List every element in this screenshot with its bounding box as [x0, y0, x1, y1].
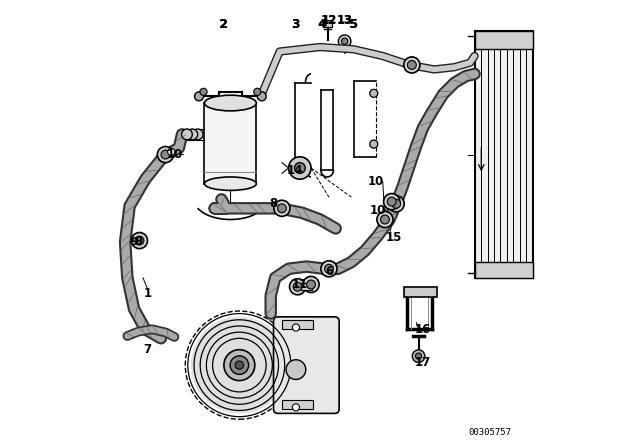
Circle shape [286, 360, 306, 379]
Circle shape [339, 35, 351, 47]
Bar [404, 287, 437, 297]
Text: 4: 4 [318, 18, 326, 31]
Circle shape [324, 264, 333, 273]
Bar [282, 400, 314, 409]
Circle shape [182, 129, 192, 140]
Circle shape [412, 350, 425, 362]
Circle shape [200, 88, 207, 95]
Text: 3: 3 [291, 18, 300, 31]
Text: 12: 12 [321, 15, 337, 25]
Circle shape [195, 92, 204, 101]
Bar [323, 20, 332, 27]
Text: 4: 4 [318, 18, 326, 31]
Text: 9: 9 [131, 237, 138, 247]
Circle shape [292, 404, 300, 411]
Circle shape [278, 204, 286, 213]
Circle shape [381, 215, 389, 224]
Circle shape [303, 276, 319, 293]
Circle shape [197, 323, 282, 407]
Circle shape [191, 317, 288, 414]
Circle shape [224, 349, 255, 381]
Circle shape [253, 88, 261, 95]
Circle shape [185, 311, 294, 419]
Text: 1: 1 [143, 287, 152, 300]
Circle shape [157, 146, 173, 163]
Text: 5: 5 [349, 18, 358, 31]
Circle shape [392, 199, 401, 208]
FancyBboxPatch shape [273, 317, 339, 414]
Circle shape [415, 353, 422, 359]
Circle shape [307, 280, 316, 289]
Ellipse shape [204, 95, 257, 111]
Circle shape [408, 60, 416, 69]
Text: 16: 16 [415, 323, 431, 336]
Circle shape [289, 157, 311, 179]
Text: 13: 13 [337, 15, 353, 25]
Circle shape [293, 282, 302, 291]
Text: 2: 2 [220, 18, 228, 31]
Text: 5: 5 [349, 18, 358, 31]
Text: 00305757: 00305757 [468, 428, 512, 437]
Circle shape [292, 324, 300, 331]
Bar [474, 262, 532, 278]
Text: 8: 8 [269, 197, 277, 211]
Circle shape [204, 329, 275, 401]
Circle shape [294, 163, 305, 173]
Circle shape [404, 57, 420, 73]
Circle shape [289, 279, 306, 295]
Circle shape [230, 356, 248, 375]
Text: 10: 10 [368, 175, 384, 188]
Circle shape [383, 194, 400, 210]
Circle shape [187, 129, 198, 140]
Text: 17: 17 [415, 356, 431, 370]
Bar [282, 320, 314, 329]
Circle shape [370, 140, 378, 148]
Text: 11: 11 [292, 278, 308, 291]
Text: 9: 9 [134, 235, 143, 249]
Circle shape [257, 92, 266, 101]
Text: 2: 2 [220, 18, 228, 31]
Circle shape [192, 129, 203, 140]
Text: 14: 14 [287, 164, 303, 177]
Text: 10: 10 [370, 204, 387, 217]
Circle shape [209, 335, 269, 395]
Bar [474, 31, 532, 49]
Circle shape [135, 236, 144, 245]
Bar [301, 283, 312, 290]
Circle shape [274, 200, 290, 216]
Text: 14: 14 [287, 165, 303, 175]
Text: 3: 3 [291, 18, 300, 31]
Circle shape [377, 211, 393, 228]
Circle shape [370, 89, 378, 97]
Circle shape [161, 150, 170, 159]
Text: 6: 6 [325, 264, 333, 278]
Text: 13: 13 [337, 13, 353, 27]
Circle shape [168, 148, 175, 155]
Text: 15: 15 [386, 231, 402, 244]
Bar [204, 103, 257, 184]
Circle shape [131, 233, 147, 249]
Text: 10: 10 [166, 148, 182, 161]
Circle shape [236, 361, 243, 369]
Circle shape [387, 197, 396, 206]
Circle shape [342, 38, 348, 44]
Circle shape [388, 196, 404, 212]
Bar [474, 31, 532, 278]
Ellipse shape [204, 177, 257, 190]
Text: 7: 7 [143, 343, 152, 356]
Text: 12: 12 [321, 13, 337, 27]
Circle shape [321, 261, 337, 277]
